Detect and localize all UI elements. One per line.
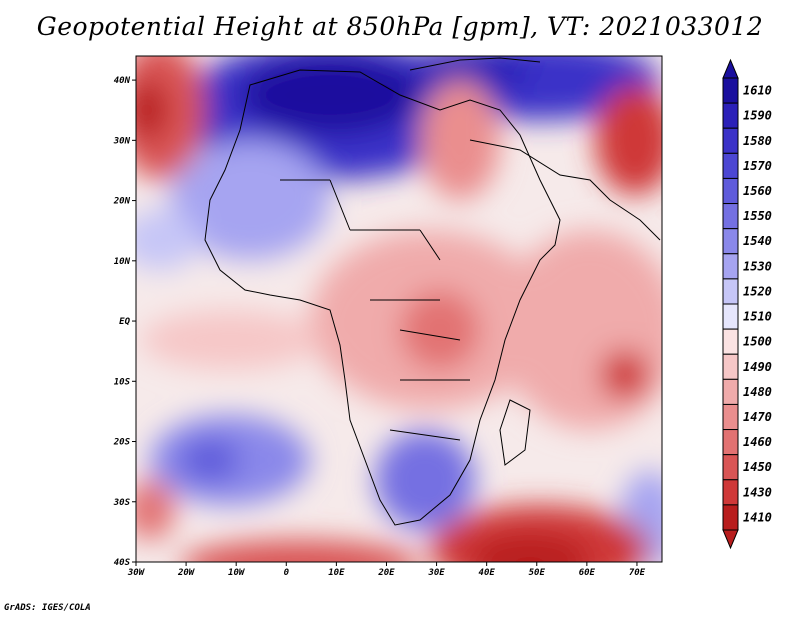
colorbar-label: 1520 [743,284,772,298]
x-tick-label: 50E [529,568,546,578]
height-field [136,56,662,562]
y-tick-label: 40N [114,76,131,86]
colorbar-label: 1560 [743,184,772,198]
colorbar-label: 1430 [743,485,772,499]
colorbar-label: 1580 [743,134,772,148]
colorbar-label: 1410 [743,510,772,524]
chart-title: Geopotential Height at 850hPa [gpm], VT:… [36,12,764,41]
colorbar-swatch [722,102,739,129]
colorbar-top-arrow [722,58,739,79]
colorbar-label: 1490 [743,360,772,374]
y-tick-label: 10S [114,377,131,387]
colorbar-label: 1480 [743,385,772,399]
coastline-outline [204,57,661,526]
y-tick-label: 40S [114,558,131,568]
colorbar-swatch [722,152,739,179]
x-tick-label: 0 [284,568,290,578]
colorbar-swatch [722,203,739,230]
colorbar-swatch [722,403,739,431]
colorbar-label: 1500 [743,335,772,349]
colorbar-swatch [722,378,739,405]
colorbar-label: 1590 [743,109,772,123]
colorbar-label: 1470 [743,410,772,424]
colorbar-label: 1510 [743,310,772,324]
colorbar-swatch [722,127,739,154]
colorbar-swatch [722,454,739,481]
y-axis: 40N 30N 20N 10N EQ 10S 20S 30S 40S [113,76,136,568]
x-tick-label: 40E [479,568,496,578]
colorbar-bottom-arrow [722,529,739,550]
colorbar-swatch [722,303,739,330]
colorbar-swatch [722,253,739,280]
credit-label: GrADS: IGES/COLA [4,603,91,613]
colorbar: 1610 1590 1580 1570 1560 1550 1540 1530 1520 1510… [722,58,772,550]
x-tick-label: 20W [177,568,196,578]
x-tick-label: 70E [629,568,646,578]
x-tick-label: 30W [127,568,146,578]
x-tick-label: 60E [579,568,596,578]
plot-frame [135,55,663,563]
colorbar-label: 1540 [743,234,772,248]
colorbar-swatch [722,177,739,205]
colorbar-swatch [722,479,739,506]
colorbar-swatch [722,328,739,355]
x-tick-label: 10E [328,568,345,578]
y-tick-label: 20S [113,438,131,448]
y-tick-label: 30N [113,136,131,146]
colorbar-label: 1570 [743,159,772,173]
colorbar-label: 1460 [743,435,772,449]
colorbar-label: 1550 [743,209,772,223]
x-axis: 30W 20W 10W 0 10E 20E 30E 40E 50E 60E 70E [127,562,646,578]
colorbar-swatch [722,278,739,305]
y-tick-label: 30S [113,498,131,508]
y-tick-label: EQ [119,317,130,327]
colorbar-label: 1530 [743,259,772,273]
colorbar-swatch [722,353,739,380]
colorbar-label: 1610 [743,84,772,98]
y-tick-label: 20N [113,197,131,207]
y-tick-label: 10N [114,257,131,267]
colorbar-swatch [722,429,739,456]
x-tick-label: 30E [427,568,445,578]
colorbar-swatch [722,77,739,104]
colorbar-swatch [722,228,739,255]
colorbar-label: 1450 [743,460,772,474]
x-tick-label: 20E [377,568,395,578]
x-tick-label: 10W [228,568,246,578]
colorbar-swatch [722,504,739,531]
